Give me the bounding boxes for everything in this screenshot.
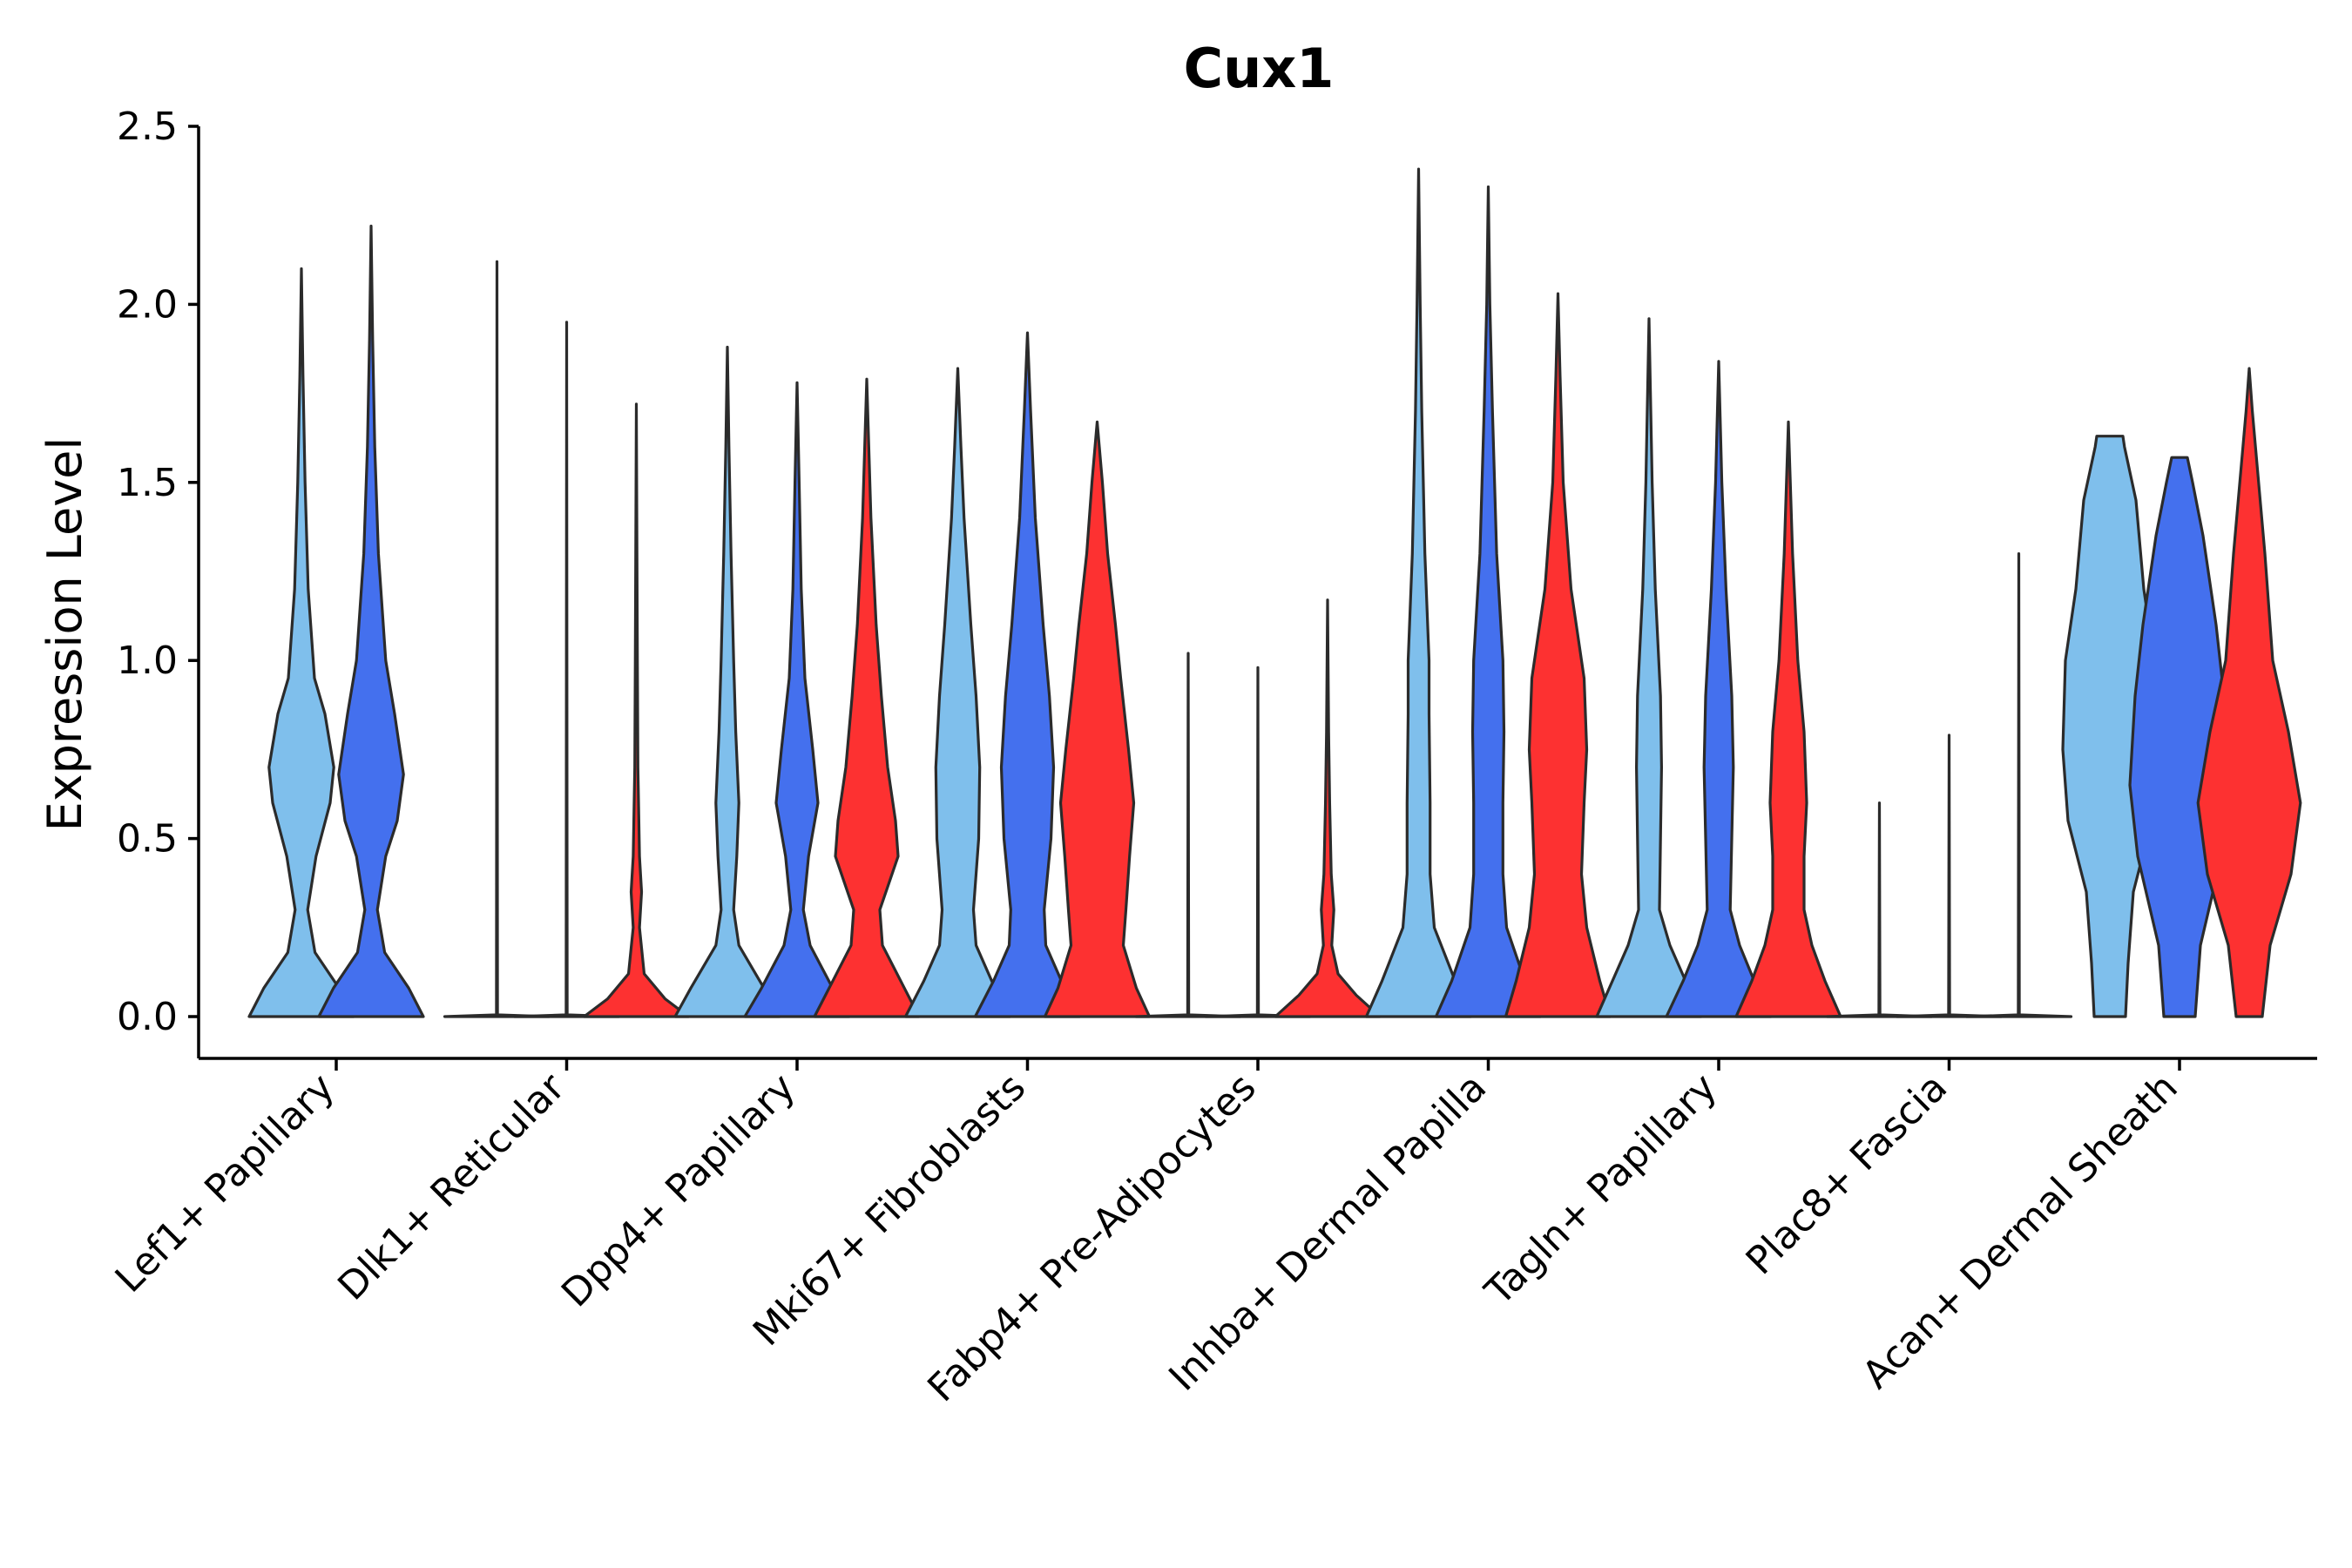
y-axis-label: Expression Level (37, 437, 92, 832)
violin-6-b (1434, 185, 1543, 1018)
violin-3-c (813, 377, 921, 1018)
y-tick-label: 1.5 (117, 461, 178, 505)
violin-6-c (1504, 292, 1612, 1018)
violin-7-a (1595, 317, 1703, 1018)
violin-5-a (1134, 652, 1242, 1018)
y-tick-label: 2.5 (117, 105, 178, 149)
chart-title: Cux1 (1184, 37, 1335, 100)
violin-2-a (443, 260, 551, 1018)
violin-8-c (1964, 552, 2073, 1018)
violin-7-b (1665, 360, 1773, 1018)
violin-2-b (512, 321, 621, 1018)
violin-3-a (673, 345, 781, 1018)
x-tick-label: Plac8+ Fascia (1738, 1065, 1957, 1284)
violin-9-c (2196, 367, 2302, 1018)
x-tick-label: Dlk1+ Reticular (329, 1064, 574, 1309)
x-tick-label: Dpp4+ Papillary (553, 1065, 804, 1316)
violin-4-b (973, 331, 1082, 1018)
violin-7-c (1734, 420, 1842, 1018)
y-tick-label: 2.0 (117, 282, 178, 327)
violin-group (247, 167, 2302, 1018)
x-tick-label: Lef1+ Papillary (107, 1065, 343, 1301)
violin-5-b (1204, 666, 1312, 1018)
violin-1-a (247, 267, 355, 1018)
y-tick-label: 0.5 (117, 817, 178, 862)
violin-8-b (1895, 733, 2004, 1018)
y-tick-label: 1.0 (117, 639, 178, 683)
violin-2-c (582, 402, 691, 1018)
x-tick-label: Tagln+ Papillary (1477, 1065, 1726, 1315)
violin-1-b (317, 224, 425, 1018)
violin-3-b (743, 381, 851, 1018)
violin-8-a (1825, 801, 1934, 1018)
violin-6-a (1364, 167, 1473, 1018)
violin-4-a (903, 367, 1012, 1018)
y-tick-label: 0.0 (117, 995, 178, 1039)
violin-4-c (1043, 420, 1152, 1018)
violin-5-c (1274, 598, 1382, 1018)
